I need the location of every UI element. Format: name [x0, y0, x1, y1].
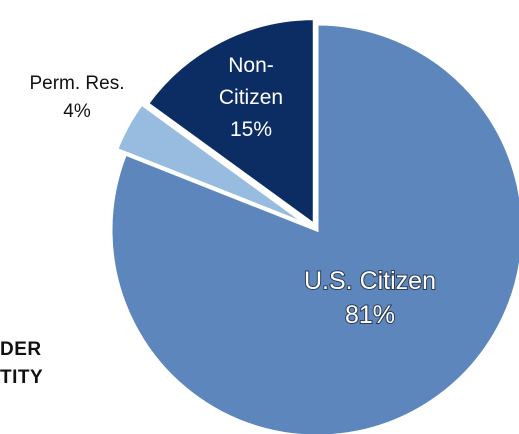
- data-label-non-citizen-name-line1: Non-: [228, 54, 274, 77]
- data-label-perm-res-name: Perm. Res.: [29, 73, 124, 94]
- data-label-perm-res-value: 4%: [63, 101, 91, 122]
- slice-us-citizen: [109, 22, 519, 434]
- data-label-non-citizen-name-line2: Citizen: [219, 86, 283, 109]
- side-text-line2: TITY: [0, 367, 44, 388]
- pie-slices: [109, 17, 519, 434]
- data-label-us-citizen-value: 81%: [345, 301, 395, 329]
- data-label-non-citizen-value: 15%: [230, 118, 272, 141]
- data-label-us-citizen-name: U.S. Citizen: [304, 267, 436, 295]
- side-text-line1: DER: [0, 339, 42, 360]
- slice-non-citizen: [145, 17, 316, 228]
- slice-perm-res: [114, 102, 310, 227]
